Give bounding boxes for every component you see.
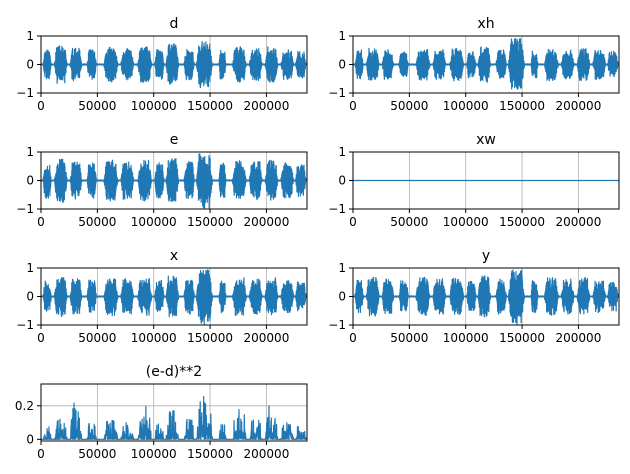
subplot-title: xh bbox=[477, 16, 494, 32]
x-tick-label: 200000 bbox=[244, 447, 290, 461]
y-tick-label: 1 bbox=[26, 29, 34, 43]
y-tick-label: 0 bbox=[26, 432, 34, 446]
x-tick-label: 0 bbox=[37, 99, 45, 113]
x-tick-label: 0 bbox=[37, 215, 45, 229]
x-tick-label: 200000 bbox=[556, 331, 602, 345]
subplot-title: (e-d)**2 bbox=[146, 364, 202, 380]
subplot-6: 0 50000 100000 150000 200000 0 0.2 (e-d)**2 bbox=[15, 364, 308, 461]
x-tick-label: 100000 bbox=[443, 99, 489, 113]
x-tick-label: 150000 bbox=[187, 447, 233, 461]
x-tick-label: 200000 bbox=[244, 331, 290, 345]
x-tick-label: 150000 bbox=[187, 215, 233, 229]
y-tick-label: 0 bbox=[338, 174, 346, 188]
x-tick-label: 50000 bbox=[78, 215, 116, 229]
x-tick-label: 100000 bbox=[131, 447, 177, 461]
subplot-title: x bbox=[170, 248, 178, 264]
x-tick-label: 50000 bbox=[78, 447, 116, 461]
y-tick-label: −1 bbox=[328, 202, 346, 216]
subplot-title: e bbox=[170, 132, 179, 148]
signal-line bbox=[41, 269, 307, 325]
y-tick-label: 0 bbox=[338, 58, 346, 72]
x-tick-label: 150000 bbox=[499, 99, 545, 113]
x-tick-label: 0 bbox=[37, 447, 45, 461]
subplot-title: xw bbox=[476, 132, 496, 148]
y-tick-label: 1 bbox=[338, 29, 346, 43]
y-tick-label: −1 bbox=[328, 318, 346, 332]
signal-line bbox=[353, 38, 619, 90]
x-tick-label: 100000 bbox=[131, 99, 177, 113]
x-tick-label: 150000 bbox=[187, 331, 233, 345]
axes-frame bbox=[40, 383, 308, 442]
x-tick-label: 100000 bbox=[131, 215, 177, 229]
y-tick-label: 0 bbox=[338, 290, 346, 304]
x-tick-label: 0 bbox=[349, 99, 357, 113]
signal-line bbox=[41, 153, 307, 209]
y-tick-label: 0 bbox=[26, 290, 34, 304]
x-tick-label: 0 bbox=[349, 331, 357, 345]
x-tick-label: 200000 bbox=[244, 99, 290, 113]
signal-line bbox=[41, 41, 307, 89]
y-tick-label: 1 bbox=[26, 145, 34, 159]
y-tick-label: 0 bbox=[26, 174, 34, 188]
y-tick-label: 1 bbox=[26, 261, 34, 275]
y-tick-label: −1 bbox=[16, 86, 34, 100]
x-tick-label: 150000 bbox=[499, 215, 545, 229]
x-tick-label: 50000 bbox=[390, 215, 428, 229]
x-tick-label: 150000 bbox=[499, 331, 545, 345]
y-tick-label: −1 bbox=[328, 86, 346, 100]
x-tick-label: 50000 bbox=[390, 331, 428, 345]
signal-line bbox=[41, 396, 307, 440]
subplot-title: d bbox=[170, 16, 179, 32]
subplot-title: y bbox=[482, 248, 490, 264]
x-tick-label: 200000 bbox=[244, 215, 290, 229]
y-tick-label: 1 bbox=[338, 261, 346, 275]
x-tick-label: 0 bbox=[37, 331, 45, 345]
signal-line bbox=[353, 269, 619, 325]
x-tick-label: 200000 bbox=[556, 99, 602, 113]
x-tick-label: 150000 bbox=[187, 99, 233, 113]
y-tick-label: −1 bbox=[16, 318, 34, 332]
y-tick-label: 1 bbox=[338, 145, 346, 159]
y-tick-label: 0 bbox=[26, 58, 34, 72]
y-tick-label: 0.2 bbox=[15, 399, 34, 413]
x-tick-label: 50000 bbox=[78, 331, 116, 345]
x-tick-label: 50000 bbox=[390, 99, 428, 113]
x-tick-label: 200000 bbox=[556, 215, 602, 229]
x-tick-label: 100000 bbox=[443, 215, 489, 229]
x-tick-label: 100000 bbox=[443, 331, 489, 345]
x-tick-label: 50000 bbox=[78, 99, 116, 113]
y-tick-label: −1 bbox=[16, 202, 34, 216]
x-tick-label: 0 bbox=[349, 215, 357, 229]
x-tick-label: 100000 bbox=[131, 331, 177, 345]
